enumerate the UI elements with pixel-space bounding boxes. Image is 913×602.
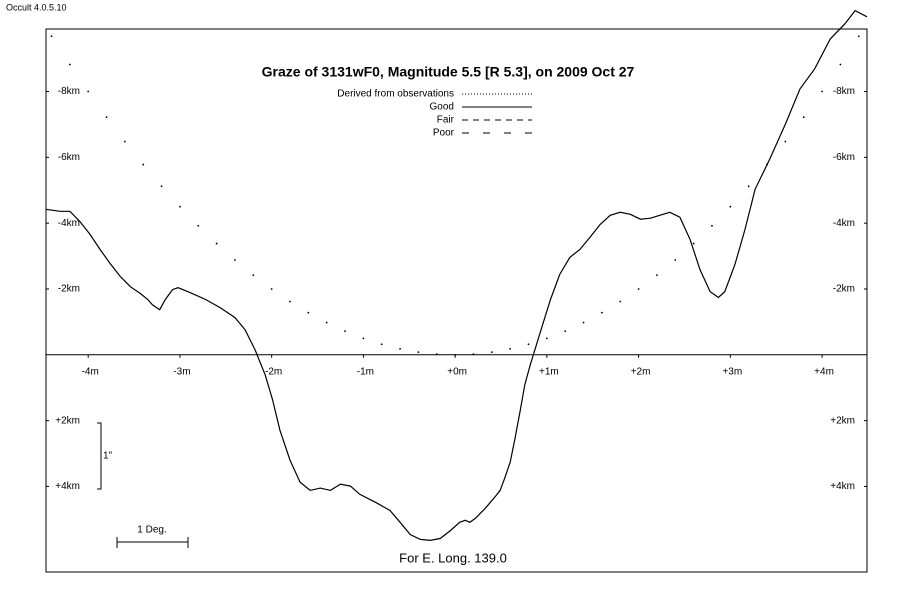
profile-dot: [160, 185, 163, 188]
x-tick-label: +3m: [722, 366, 742, 377]
profile-dot: [362, 337, 365, 340]
profile-dot: [344, 330, 346, 333]
profile-dot: [600, 311, 603, 314]
profile-dot: [270, 288, 273, 290]
x-tick-label: +2m: [631, 366, 651, 377]
profile-dot: [87, 90, 90, 93]
y-tick-label: -8km: [58, 86, 80, 97]
y-tick-label-right: -4km: [833, 218, 855, 229]
profile-dot: [784, 140, 787, 143]
profile-dot: [234, 259, 236, 261]
y-tick-label: +2km: [55, 415, 80, 426]
profile-dot: [417, 351, 420, 354]
chart-title: Graze of 3131wF0, Magnitude 5.5 [R 5.3],…: [262, 64, 635, 80]
profile-dot: [674, 259, 677, 261]
profile-dot: [197, 224, 200, 227]
y-tick-label-right: -8km: [833, 86, 855, 97]
profile-dot: [711, 224, 713, 227]
profile-dot: [307, 311, 310, 314]
y-tick-label: -4km: [58, 218, 80, 229]
profile-dot: [527, 343, 530, 346]
profile-dot: [68, 63, 71, 66]
y-tick-label-right: +2km: [830, 415, 855, 426]
profile-dot: [142, 163, 145, 166]
x-tick-label: -4m: [82, 366, 99, 377]
profile-dot: [380, 343, 383, 346]
profile-dot: [839, 63, 842, 66]
profile-dot: [325, 321, 328, 324]
legend-label: Fair: [437, 115, 455, 126]
profile-dot: [619, 300, 622, 303]
profile-dot: [637, 288, 640, 290]
vertical-scale-label: 1": [103, 451, 113, 462]
profile-dot: [179, 205, 181, 208]
profile-dot: [435, 353, 438, 356]
profile-dot: [289, 300, 291, 303]
profile-dot: [50, 35, 53, 38]
plot-frame: [45, 28, 868, 573]
profile-dot: [509, 347, 512, 350]
profile-dot: [545, 337, 548, 340]
y-tick-label-right: -2km: [833, 284, 855, 295]
x-tick-label: -3m: [173, 366, 190, 377]
profile-dot: [656, 274, 658, 277]
profile-dot: [582, 321, 585, 324]
profile-dot: [399, 347, 401, 350]
x-tick-label: +0m: [447, 366, 467, 377]
limb-profile: [45, 9, 868, 542]
program-version: Occult 4.0.5.10: [6, 2, 67, 12]
profile-dot: [692, 242, 695, 245]
x-tick-label: -1m: [357, 366, 374, 377]
y-tick-label-right: +4km: [830, 481, 855, 492]
profile-dot: [215, 242, 218, 245]
profile-dot: [729, 205, 732, 208]
x-tick-label: -2m: [265, 366, 282, 377]
profile-dot: [454, 353, 457, 356]
profile-dot: [123, 140, 126, 143]
y-tick-label: +4km: [55, 481, 80, 492]
y-tick-label: -2km: [58, 284, 80, 295]
horizontal-scale-label: 1 Deg.: [137, 525, 166, 536]
profile-dot: [821, 90, 823, 93]
profile-dot: [564, 330, 567, 333]
legend-label: Poor: [433, 128, 455, 139]
vertical-scale-bar: [97, 422, 102, 490]
horizontal-scale-bar: [116, 537, 189, 548]
legend-label: Good: [430, 102, 454, 113]
profile-dot: [857, 35, 860, 38]
footer: For E. Long. 139.0: [399, 550, 507, 565]
x-tick-label: +4m: [814, 366, 834, 377]
profile-dot: [472, 353, 475, 356]
legend-label: Derived from observations: [337, 89, 454, 100]
profile-dot: [747, 185, 750, 188]
profile-dot: [252, 274, 255, 277]
x-tick-label: +1m: [539, 366, 559, 377]
profile-dot: [490, 351, 493, 354]
y-tick-label: -6km: [58, 152, 80, 163]
profile-dot: [802, 116, 805, 119]
profile-dot: [105, 116, 108, 119]
y-tick-label-right: -6km: [833, 152, 855, 163]
